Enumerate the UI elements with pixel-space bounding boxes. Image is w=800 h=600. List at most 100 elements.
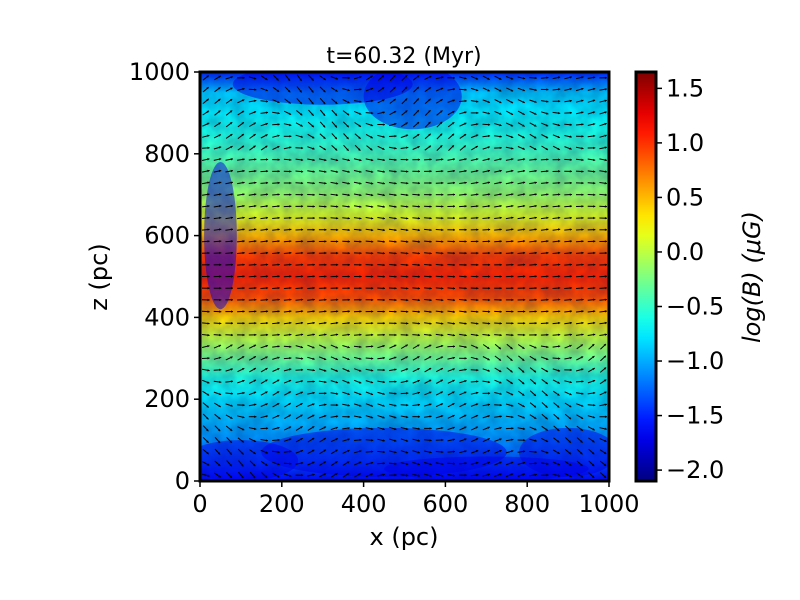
field-vector-head	[452, 322, 455, 325]
field-vector-head	[464, 111, 467, 114]
field-vector-head	[265, 275, 269, 278]
field-vector-head	[604, 88, 607, 91]
field-vector-head	[288, 474, 292, 477]
field-vector-head	[405, 134, 409, 137]
field-vector-head	[312, 240, 315, 243]
field-vector-head	[206, 405, 209, 408]
field-vector-head	[441, 170, 444, 173]
field-vector-head	[592, 111, 596, 114]
field-vector-head	[487, 77, 490, 80]
field-vector-head	[288, 391, 291, 394]
field-vector-head	[440, 356, 444, 359]
field-vector-head	[417, 379, 420, 383]
field-vector-head	[464, 474, 467, 477]
field-vector-head	[300, 124, 303, 127]
field-vector-head	[417, 439, 420, 442]
field-vector-head	[335, 346, 338, 349]
field-vector-head	[382, 427, 385, 431]
field-vector-head	[511, 427, 514, 430]
field-vector-head	[289, 368, 292, 371]
field-vector-head	[417, 217, 420, 220]
field-vector-head	[289, 205, 292, 208]
colorbar-tick-label: 1.5	[666, 74, 704, 102]
field-vector-head	[242, 99, 245, 102]
field-vector-head	[371, 111, 374, 115]
field-vector-head	[254, 88, 257, 91]
field-vector-head	[441, 216, 444, 220]
field-vector-head	[452, 426, 455, 429]
field-vector-head	[300, 391, 303, 394]
field-vector-head	[394, 427, 397, 431]
field-vector-head	[569, 310, 572, 313]
field-vector-head	[253, 391, 257, 394]
field-vector-head	[534, 88, 537, 92]
field-vector-head	[581, 240, 584, 243]
field-vector-head	[604, 310, 607, 313]
x-tick-label: 1000	[578, 490, 639, 518]
field-vector-head	[429, 263, 432, 267]
field-vector-head	[523, 286, 526, 290]
field-vector-head	[475, 414, 479, 418]
field-vector-head	[382, 263, 385, 267]
field-vector-head	[265, 321, 269, 325]
field-vector-head	[347, 345, 350, 349]
field-vector-head	[359, 287, 362, 290]
field-vector-head	[417, 170, 420, 173]
field-vector-head	[464, 158, 467, 161]
field-vector-head	[603, 463, 607, 466]
field-vector-head	[452, 379, 455, 383]
field-vector-head	[218, 87, 221, 90]
field-vector-head	[522, 112, 525, 115]
field-vector-head	[534, 100, 537, 103]
field-vector-head	[370, 461, 374, 465]
field-vector-head	[511, 216, 514, 219]
field-vector-head	[242, 204, 245, 208]
field-vector-head	[476, 473, 479, 477]
field-vector-head	[417, 415, 420, 418]
field-vector-head	[289, 193, 292, 196]
field-vector-head	[545, 357, 549, 361]
field-vector-head	[324, 286, 327, 290]
field-vector-head	[393, 111, 397, 114]
field-vector-head	[417, 368, 420, 371]
field-vector-head	[301, 286, 304, 290]
field-vector-head	[464, 334, 467, 337]
field-vector-head	[359, 240, 362, 243]
field-vector-head	[207, 134, 210, 137]
field-vector-head	[499, 228, 502, 231]
field-vector-head	[534, 204, 537, 208]
field-vector-head	[429, 170, 432, 173]
field-vector-head	[510, 135, 514, 138]
field-vector-head	[453, 205, 455, 208]
field-vector-head	[511, 251, 514, 255]
field-vector-head	[335, 461, 338, 464]
field-vector-head	[499, 251, 502, 255]
field-vector-head	[487, 403, 490, 406]
field-vector-head	[488, 263, 491, 266]
field-vector-head	[254, 415, 257, 418]
field-vector-head	[230, 204, 233, 208]
field-vector-head	[429, 217, 432, 220]
field-vector-head	[206, 463, 210, 466]
field-vector-head	[336, 286, 339, 290]
field-vector-head	[546, 158, 549, 161]
field-vector-head	[569, 356, 572, 360]
field-vector-head	[593, 228, 596, 231]
field-vector-head	[581, 368, 584, 371]
field-vector-head	[335, 473, 338, 476]
field-vector-head	[441, 462, 444, 465]
field-vector-head	[417, 287, 420, 290]
field-vector-head	[593, 158, 596, 162]
field-vector-head	[487, 333, 491, 337]
field-vector-head	[394, 122, 397, 126]
field-vector-head	[499, 181, 502, 184]
field-vector-head	[603, 355, 606, 358]
field-vector-head	[347, 298, 350, 301]
field-vector-head	[546, 76, 549, 79]
field-vector-head	[546, 240, 549, 243]
field-vector-head	[558, 357, 561, 360]
field-vector-head	[265, 439, 268, 442]
y-tick-label: 1000	[129, 58, 190, 86]
field-vector-head	[510, 124, 514, 127]
field-vector-head	[253, 77, 257, 80]
